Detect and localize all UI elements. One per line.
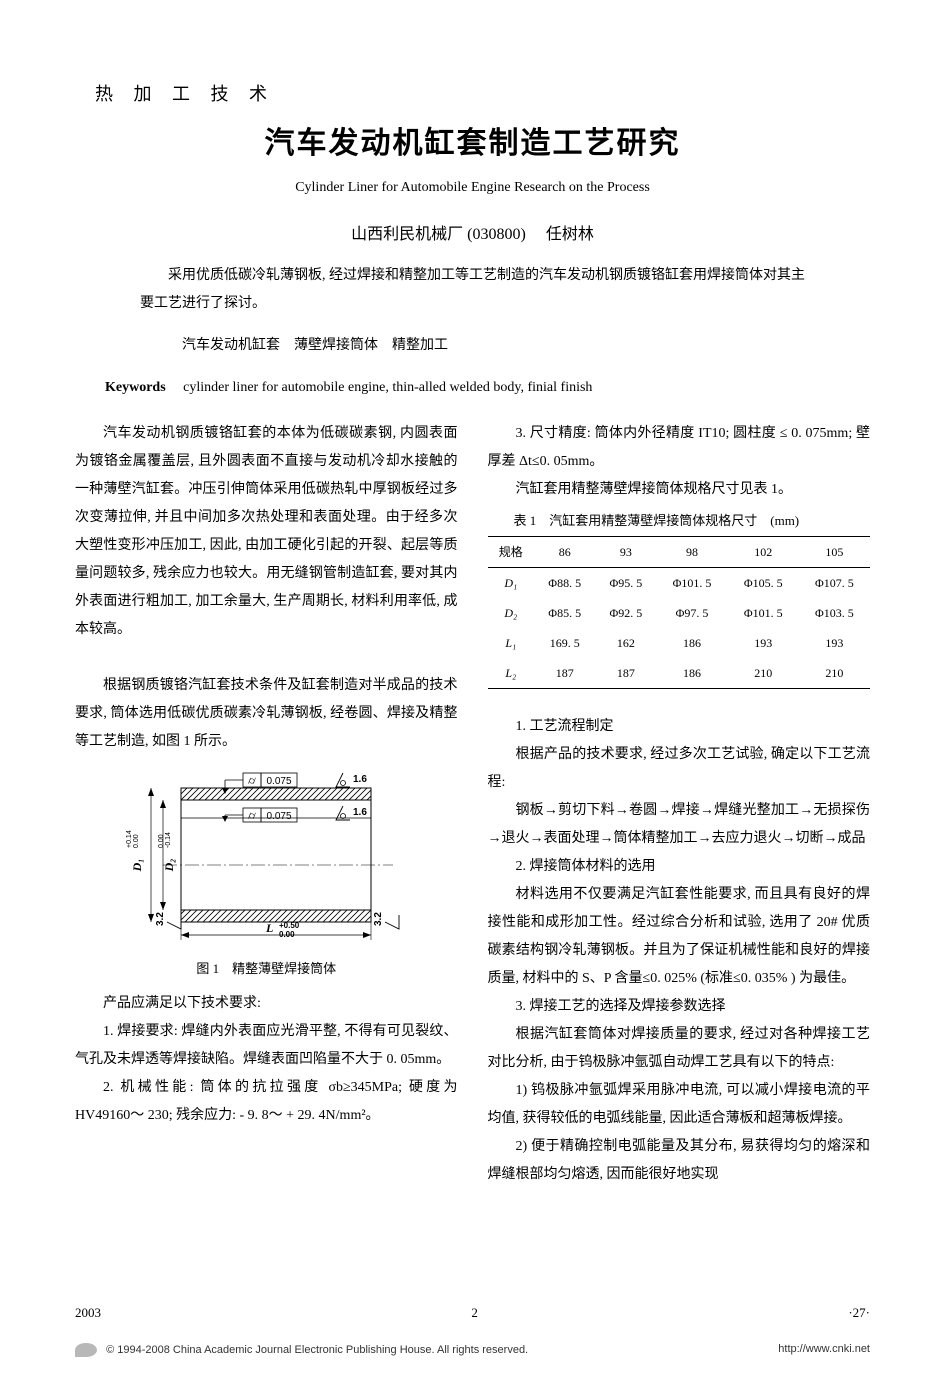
right-column: 3. 尺寸精度: 筒体内外径精度 IT10; 圆柱度 ≤ 0. 075mm; 壁… xyxy=(488,420,871,1189)
svg-text:0.00: 0.00 xyxy=(279,930,295,939)
right-p9: 根据汽缸套筒体对焊接质量的要求, 经过对各种焊接工艺对比分析, 由于钨极脉冲氩弧… xyxy=(488,1021,871,1077)
svg-text:0.075: 0.075 xyxy=(267,811,292,822)
svg-text:-0.14: -0.14 xyxy=(165,832,172,848)
table-row: D₂ Φ85. 5 Φ92. 5 Φ97. 5 Φ101. 5 Φ103. 5 xyxy=(488,598,871,628)
cylindricity-inner: ⌭ 0.075 xyxy=(222,808,297,822)
copyright-right: http://www.cnki.net xyxy=(778,1343,870,1357)
table-row: D₁ Φ88. 5 Φ95. 5 Φ101. 5 Φ105. 5 Φ107. 5 xyxy=(488,568,871,599)
right-p3: 1. 工艺流程制定 xyxy=(488,713,871,741)
keywords-label: Keywords xyxy=(105,380,166,395)
svg-text:0.075: 0.075 xyxy=(267,776,292,787)
title-en: Cylinder Liner for Automobile Engine Res… xyxy=(75,180,870,196)
right-p8: 3. 焊接工艺的选择及焊接参数选择 xyxy=(488,993,871,1021)
keywords-en: Keywords cylinder liner for automobile e… xyxy=(75,376,870,396)
right-p11: 2) 便于精确控制电弧能量及其分布, 易获得均匀的熔深和焊缝根部均匀熔透, 因而… xyxy=(488,1133,871,1189)
figure-1-caption: 图 1 精整薄壁焊接筒体 xyxy=(75,956,458,982)
left-p1: 汽车发动机钢质镀铬缸套的本体为低碳碳素钢, 内圆表面为镀铬金属覆盖层, 且外圆表… xyxy=(75,420,458,644)
abstract-text: 采用优质低碳冷轧薄钢板, 经过焊接和精整加工等工艺制造的汽车发动机钢质镀铬缸套用… xyxy=(140,262,805,318)
left-p4: 1. 焊接要求: 焊缝内外表面应光滑平整, 不得有可见裂纹、气孔及未焊透等焊接缺… xyxy=(75,1018,458,1074)
table-header-row: 规格 86 93 98 102 105 xyxy=(488,537,871,568)
two-column-body: 汽车发动机钢质镀铬缸套的本体为低碳碳素钢, 内圆表面为镀铬金属覆盖层, 且外圆表… xyxy=(75,420,870,1189)
left-p3: 产品应满足以下技术要求: xyxy=(75,990,458,1018)
right-p1: 3. 尺寸精度: 筒体内外径精度 IT10; 圆柱度 ≤ 0. 075mm; 壁… xyxy=(488,420,871,476)
svg-text:D₁: D₁ xyxy=(130,859,144,873)
th-0: 规格 xyxy=(488,537,535,568)
svg-text:1.6: 1.6 xyxy=(353,807,367,818)
right-p7: 材料选用不仅要满足汽缸套性能要求, 而且具有良好的焊接性能和成形加工性。经过综合… xyxy=(488,881,871,993)
ra-side-right: 3.2 xyxy=(373,912,399,929)
table-row: L₁ 169. 5 162 186 193 193 xyxy=(488,628,871,658)
table-row: L₂ 187 187 186 210 210 xyxy=(488,658,871,689)
left-p5: 2. 机械性能: 筒体的抗拉强度 σb≥345MPa; 硬度为 HV49160～… xyxy=(75,1074,458,1130)
svg-text:L: L xyxy=(265,921,273,935)
footer-right: ·27· xyxy=(848,1305,870,1321)
right-p10: 1) 钨极脉冲氩弧焊采用脉冲电流, 可以减小焊接电流的平均值, 获得较低的电弧线… xyxy=(488,1077,871,1133)
svg-text:+0.14: +0.14 xyxy=(126,830,133,848)
author: 任树林 xyxy=(546,226,594,243)
svg-text:D₂: D₂ xyxy=(162,859,176,873)
ra-top: 1.6 xyxy=(336,773,367,787)
figure-1: ⌭ 0.075 ⌭ 0.075 xyxy=(121,770,411,950)
ra-side-left: 3.2 xyxy=(155,912,181,929)
copyright-text: © 1994-2008 China Academic Journal Elect… xyxy=(106,1344,528,1356)
abstract-cn: 采用优质低碳冷轧薄钢板, 经过焊接和精整加工等工艺制造的汽车发动机钢质镀铬缸套用… xyxy=(75,262,870,318)
th-1: 86 xyxy=(534,537,595,568)
left-column: 汽车发动机钢质镀铬缸套的本体为低碳碳素钢, 内圆表面为镀铬金属覆盖层, 且外圆表… xyxy=(75,420,458,1189)
keywords-cn: 汽车发动机缸套 薄壁焊接筒体 精整加工 xyxy=(75,332,870,360)
table-1-title: 表 1 汽缸套用精整薄壁焊接筒体规格尺寸 (mm) xyxy=(488,508,871,534)
left-p2: 根据钢质镀铬汽缸套技术条件及缸套制造对半成品的技术要求, 筒体选用低碳优质碳素冷… xyxy=(75,672,458,756)
header-category: 热 加 工 技 术 xyxy=(95,80,870,106)
copyright-bar: © 1994-2008 China Academic Journal Elect… xyxy=(75,1343,870,1357)
th-4: 102 xyxy=(728,537,799,568)
keywords-cn-text: 汽车发动机缸套 薄壁焊接筒体 精整加工 xyxy=(182,338,448,353)
cnki-logo-icon xyxy=(75,1343,97,1357)
th-5: 105 xyxy=(799,537,870,568)
copyright-left: © 1994-2008 China Academic Journal Elect… xyxy=(75,1343,528,1357)
svg-text:⌭: ⌭ xyxy=(248,810,256,822)
right-p4: 根据产品的技术要求, 经过多次工艺试验, 确定以下工艺流程: xyxy=(488,741,871,797)
svg-text:⌭: ⌭ xyxy=(248,775,256,787)
svg-text:0.00: 0.00 xyxy=(133,834,140,848)
title-cn: 汽车发动机缸套制造工艺研究 xyxy=(75,118,870,162)
svg-text:+0.50: +0.50 xyxy=(279,921,300,930)
th-2: 93 xyxy=(595,537,656,568)
table-1: 规格 86 93 98 102 105 D₁ Φ88. 5 Φ95. 5 Φ10… xyxy=(488,536,871,689)
svg-text:0.00: 0.00 xyxy=(158,834,165,848)
figure-1-svg: ⌭ 0.075 ⌭ 0.075 xyxy=(121,770,411,950)
svg-text:3.2: 3.2 xyxy=(155,912,166,926)
right-p5: 钢板→剪切下料→卷圆→焊接→焊缝光整加工→无损探伤→退火→表面处理→筒体精整加工… xyxy=(488,797,871,853)
dim-d1-d2: D₁ +0.14 0.00 D₂ 0.00 -0.14 xyxy=(126,788,176,922)
right-p6: 2. 焊接筒体材料的选用 xyxy=(488,853,871,881)
svg-text:1.6: 1.6 xyxy=(353,774,367,785)
svg-text:3.2: 3.2 xyxy=(373,912,384,926)
footer-left: 2003 xyxy=(75,1305,101,1321)
th-3: 98 xyxy=(656,537,727,568)
author-line: 山西利民机械厂 (030800) 任树林 xyxy=(75,220,870,244)
right-p2: 汽缸套用精整薄壁焊接筒体规格尺寸见表 1。 xyxy=(488,476,871,504)
footer-center: 2 xyxy=(471,1305,478,1321)
footer: 2003 2 ·27· xyxy=(75,1305,870,1321)
affiliation: 山西利民机械厂 (030800) xyxy=(351,226,526,243)
keywords-en-text: cylinder liner for automobile engine, th… xyxy=(183,380,592,395)
